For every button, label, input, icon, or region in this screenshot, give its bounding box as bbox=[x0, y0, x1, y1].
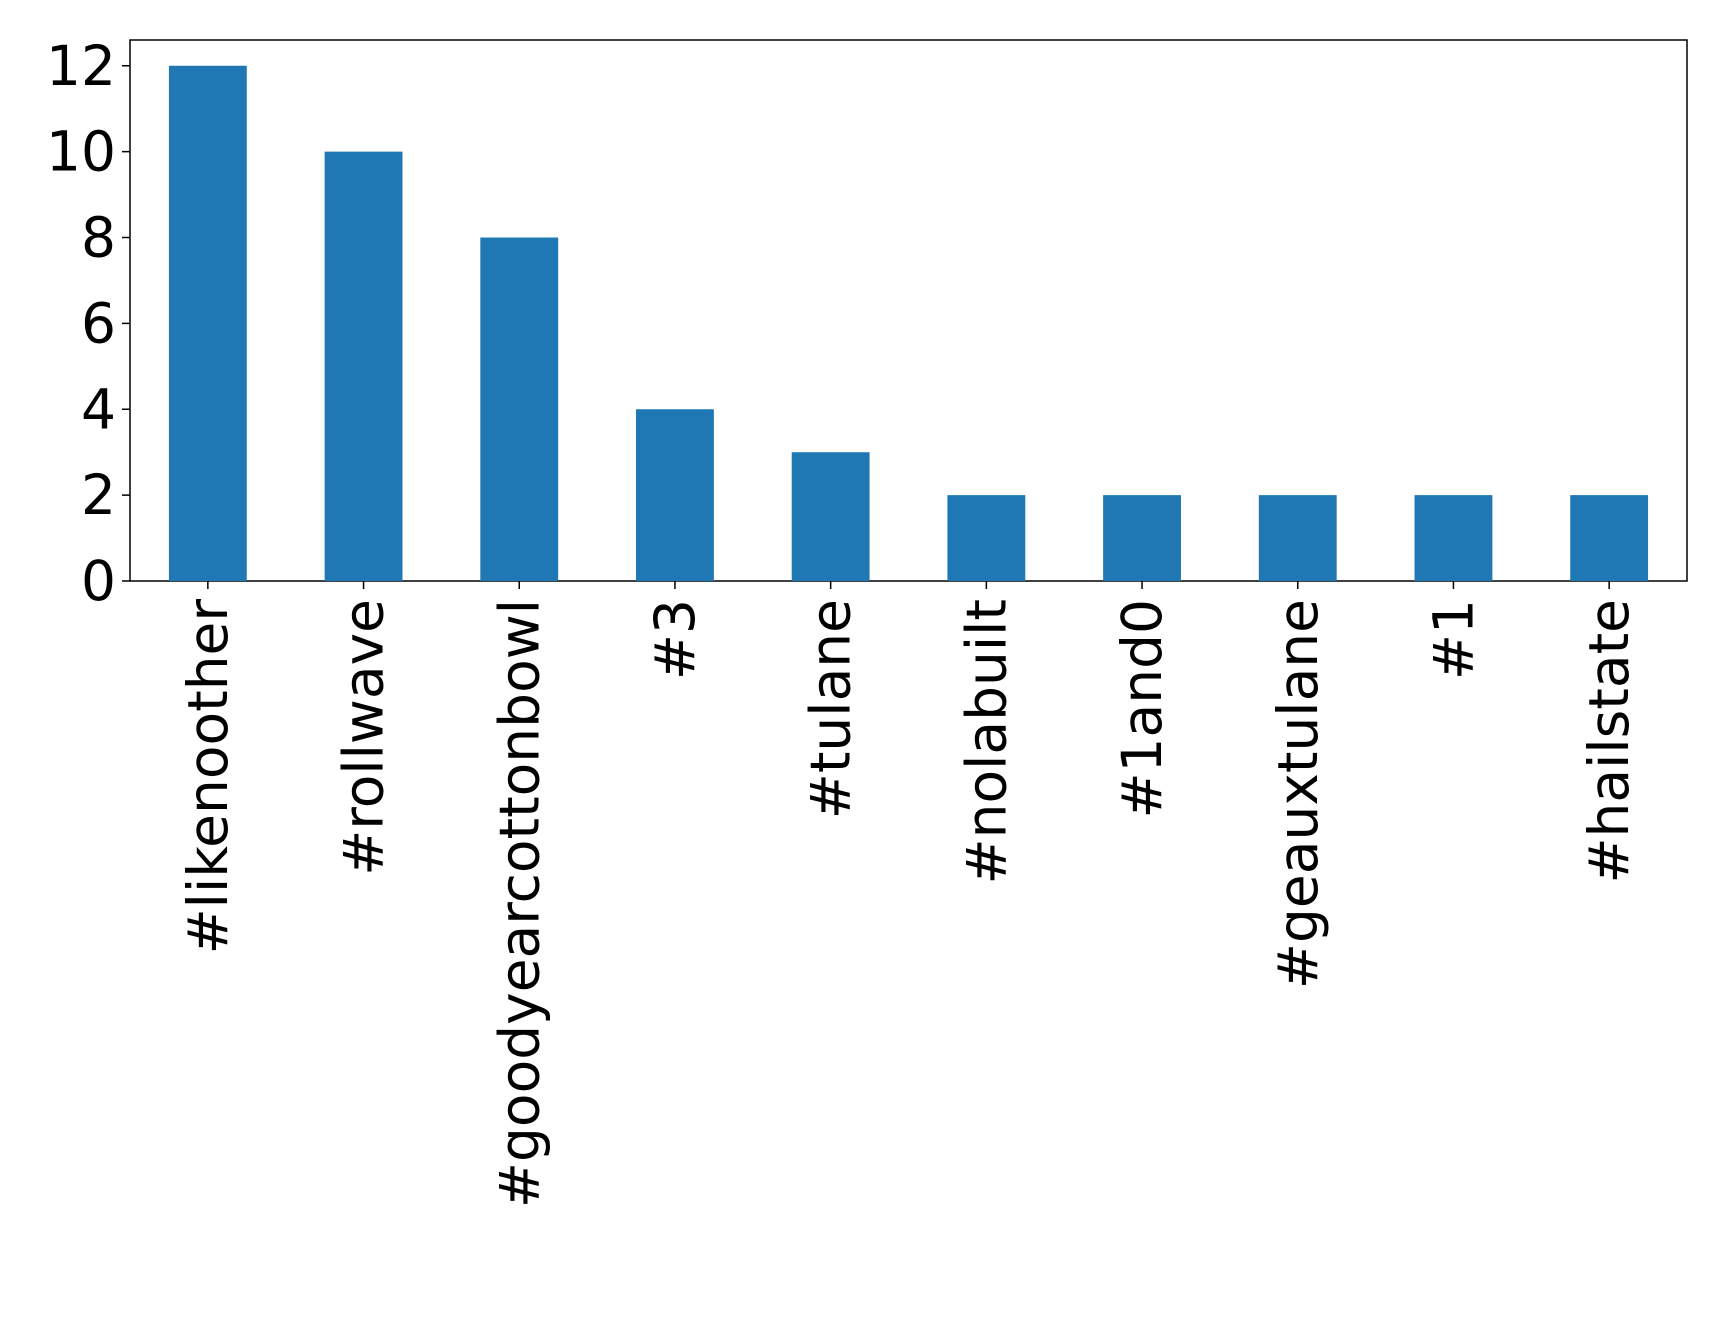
x-axis: #likenoother #rollwave #goodyearcottonbowl… bbox=[176, 581, 1641, 1208]
bar-1 bbox=[324, 151, 403, 581]
x-tick-label-1: #rollwave bbox=[332, 599, 396, 876]
y-tick-label-1: 2 bbox=[81, 463, 116, 527]
bars bbox=[168, 65, 1649, 581]
x-tick-label-7: #geauxtulane bbox=[1266, 599, 1330, 989]
bar-0 bbox=[168, 65, 247, 581]
x-tick-label-6: #1and0 bbox=[1110, 599, 1174, 819]
bar-8 bbox=[1414, 495, 1493, 581]
x-tick-label-2: #goodyearcottonbowl bbox=[487, 599, 551, 1208]
y-axis: 0 2 4 6 8 10 12 bbox=[46, 34, 130, 613]
bar-7 bbox=[1258, 495, 1337, 581]
x-tick-label-5: #nolabuilt bbox=[954, 599, 1018, 884]
bar-6 bbox=[1103, 495, 1181, 581]
x-tick-label-8: #1 bbox=[1421, 599, 1485, 680]
plot-frame bbox=[129, 39, 1688, 582]
bar-3 bbox=[636, 409, 714, 581]
x-tick-label-9: #hailstate bbox=[1577, 599, 1641, 884]
x-tick-label-0: #likenoother bbox=[176, 599, 240, 955]
y-tick-label-2: 4 bbox=[81, 377, 116, 441]
plot-area bbox=[129, 39, 1688, 582]
x-tick-label-3: #3 bbox=[643, 599, 707, 680]
y-tick-label-0: 0 bbox=[81, 549, 116, 613]
y-tick-label-6: 12 bbox=[46, 34, 116, 98]
bar-2 bbox=[480, 237, 559, 581]
y-tick-label-4: 8 bbox=[81, 206, 116, 270]
bar-5 bbox=[947, 495, 1026, 581]
y-tick-label-3: 6 bbox=[81, 291, 116, 355]
x-tick-label-4: #tulane bbox=[799, 599, 863, 819]
bar-4 bbox=[791, 452, 870, 581]
bar-9 bbox=[1570, 495, 1649, 581]
y-tick-label-5: 10 bbox=[46, 120, 116, 184]
